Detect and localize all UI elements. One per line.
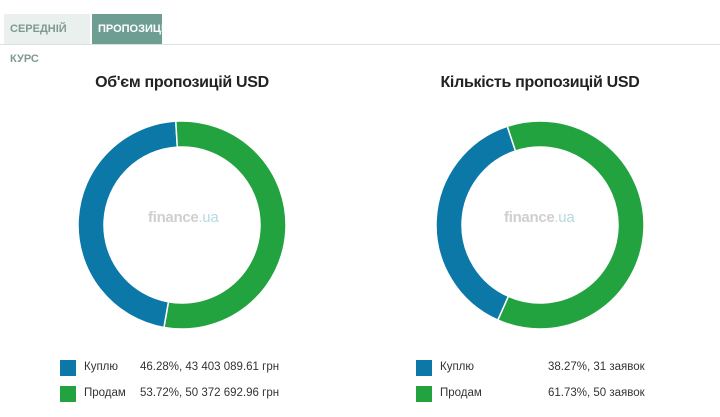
legend-item-buy: Куплю 38.27%, 31 заявок bbox=[416, 360, 716, 380]
legend-label: Продам bbox=[440, 387, 482, 399]
tab-average-rate[interactable]: СЕРЕДНІЙ КУРС bbox=[4, 14, 90, 65]
legend-value: 53.72%, 50 372 692.96 грн bbox=[140, 387, 280, 399]
legend-item-sell: Продам 61.73%, 50 заявок bbox=[416, 386, 716, 406]
legend-value: 38.27%, 31 заявок bbox=[548, 361, 645, 373]
tab-bar: СЕРЕДНІЙ КУРС ПРОПОЗИЦІЇ bbox=[0, 14, 720, 65]
volume-chart: Об'єм пропозицій USD finance.ua Куплю 46… bbox=[2, 60, 362, 417]
chart-title: Об'єм пропозицій USD bbox=[95, 74, 269, 91]
tab-offers[interactable]: ПРОПОЗИЦІЇ bbox=[92, 14, 167, 44]
legend-swatch bbox=[416, 386, 432, 402]
count-chart: Кількість пропозицій USD finance.ua Купл… bbox=[360, 60, 720, 417]
legend-label: Куплю bbox=[440, 361, 475, 373]
legend-swatch bbox=[60, 386, 76, 402]
legend-label: Куплю bbox=[84, 361, 119, 373]
legend-swatch bbox=[60, 360, 76, 376]
legend-label: Продам bbox=[84, 387, 126, 399]
donut-slice-sell bbox=[496, 120, 645, 330]
finance-logo: finance.ua bbox=[504, 209, 575, 226]
legend-item-sell: Продам 53.72%, 50 372 692.96 грн bbox=[60, 386, 360, 406]
legend-value: 46.28%, 43 403 089.61 грн bbox=[140, 361, 280, 373]
donut-slice-buy bbox=[77, 120, 179, 329]
legend-swatch bbox=[416, 360, 432, 376]
donut-chart bbox=[77, 120, 287, 330]
legend-item-buy: Куплю 46.28%, 43 403 089.61 грн bbox=[60, 360, 360, 380]
donut-slice-sell bbox=[163, 120, 287, 330]
finance-logo: finance.ua bbox=[148, 209, 219, 226]
chart-title: Кількість пропозицій USD bbox=[440, 74, 640, 91]
donut-chart bbox=[435, 120, 645, 330]
legend-value: 61.73%, 50 заявок bbox=[548, 387, 645, 399]
